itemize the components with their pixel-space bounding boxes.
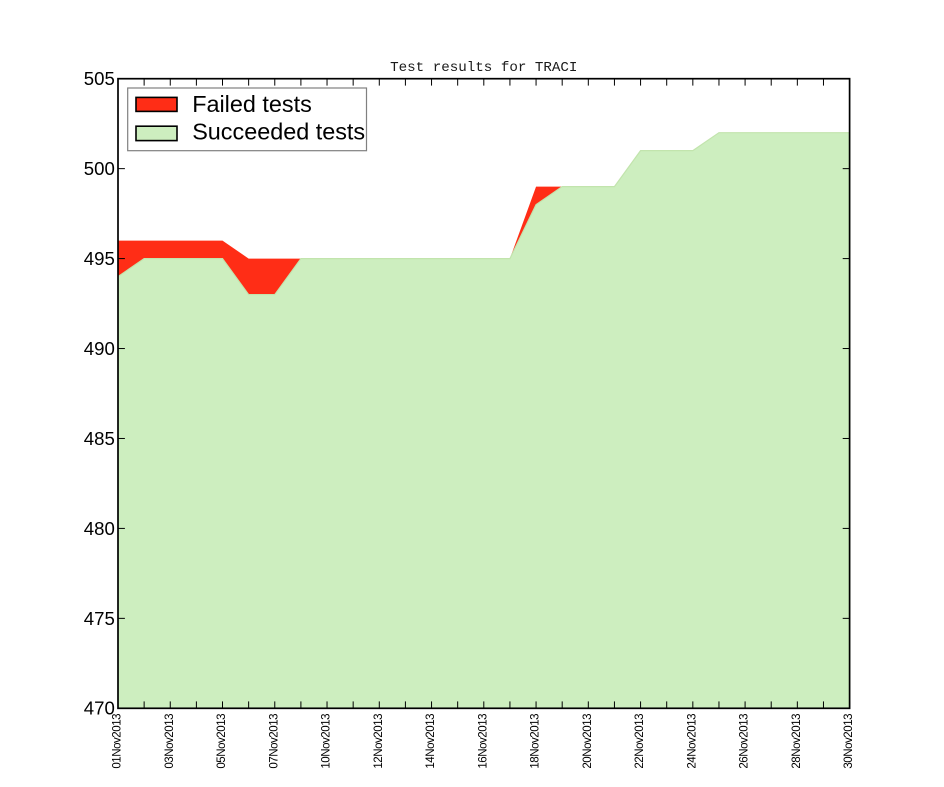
svg-text:Failed tests: Failed tests (192, 91, 312, 117)
svg-text:14Nov2013: 14Nov2013 (425, 714, 437, 769)
svg-text:26Nov2013: 26Nov2013 (739, 714, 751, 769)
svg-text:24Nov2013: 24Nov2013 (686, 714, 698, 769)
svg-text:28Nov2013: 28Nov2013 (791, 714, 803, 769)
svg-text:10Nov2013: 10Nov2013 (321, 714, 333, 769)
svg-text:505: 505 (84, 68, 115, 89)
svg-text:Succeeded tests: Succeeded tests (192, 118, 365, 144)
svg-text:470: 470 (84, 698, 115, 719)
svg-text:490: 490 (84, 338, 115, 359)
svg-text:12Nov2013: 12Nov2013 (373, 714, 385, 769)
svg-text:03Nov2013: 03Nov2013 (164, 714, 176, 769)
svg-text:01Nov2013: 01Nov2013 (112, 714, 124, 769)
svg-text:485: 485 (84, 428, 115, 449)
svg-text:475: 475 (84, 608, 115, 629)
svg-text:05Nov2013: 05Nov2013 (216, 714, 228, 769)
svg-text:20Nov2013: 20Nov2013 (582, 714, 594, 769)
svg-text:500: 500 (84, 158, 115, 179)
svg-text:Test results for TRACI: Test results for TRACI (390, 60, 577, 76)
svg-text:16Nov2013: 16Nov2013 (477, 714, 489, 769)
svg-text:495: 495 (84, 248, 115, 269)
svg-text:22Nov2013: 22Nov2013 (634, 714, 646, 769)
svg-text:18Nov2013: 18Nov2013 (530, 714, 542, 769)
svg-text:30Nov2013: 30Nov2013 (843, 714, 855, 769)
svg-text:480: 480 (84, 518, 115, 539)
svg-text:07Nov2013: 07Nov2013 (268, 714, 280, 769)
